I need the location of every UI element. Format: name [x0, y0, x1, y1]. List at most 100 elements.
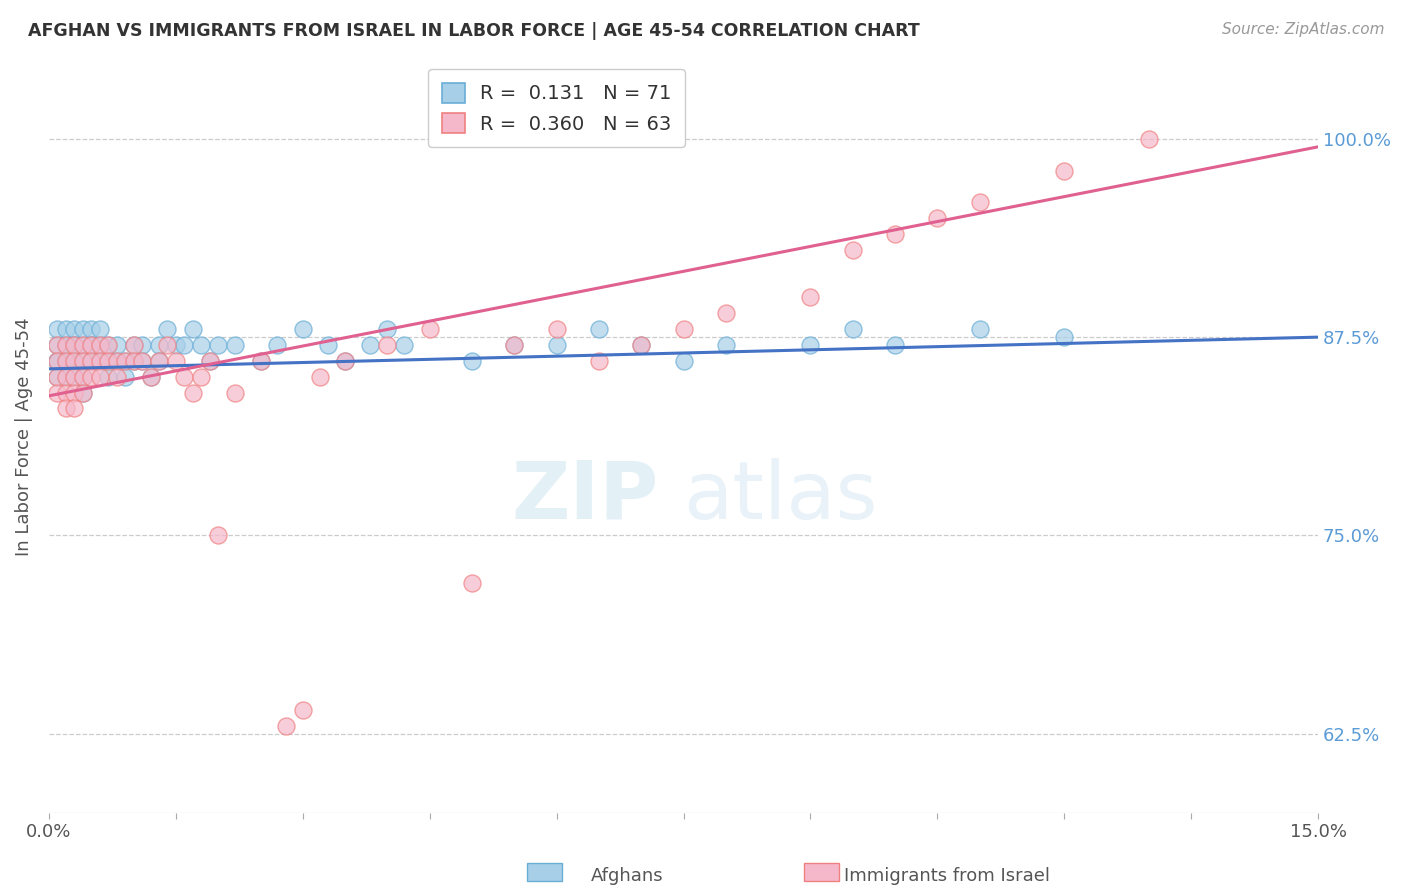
Point: [1053, 163, 1076, 178]
Point: [461, 354, 484, 368]
Point: [190, 369, 212, 384]
Point: [969, 322, 991, 336]
Point: [97, 354, 120, 368]
Point: [207, 528, 229, 542]
Point: [969, 195, 991, 210]
Point: [105, 369, 128, 384]
Point: [55, 369, 77, 384]
Point: [714, 338, 737, 352]
Point: [165, 338, 187, 352]
Text: Afghans: Afghans: [591, 867, 664, 885]
Point: [122, 338, 145, 352]
Point: [546, 322, 568, 336]
Point: [122, 338, 145, 352]
Point: [148, 338, 170, 352]
Point: [80, 354, 103, 368]
Point: [198, 354, 221, 368]
Point: [207, 338, 229, 352]
Point: [419, 322, 441, 336]
Point: [46, 338, 69, 352]
Point: [63, 322, 86, 336]
Point: [55, 401, 77, 416]
Point: [224, 385, 246, 400]
Point: [55, 369, 77, 384]
Point: [97, 354, 120, 368]
Point: [249, 354, 271, 368]
Point: [114, 354, 136, 368]
Point: [274, 719, 297, 733]
Point: [105, 354, 128, 368]
Point: [588, 354, 610, 368]
Point: [63, 338, 86, 352]
Point: [55, 338, 77, 352]
Point: [333, 354, 356, 368]
Point: [72, 354, 94, 368]
Point: [46, 354, 69, 368]
Point: [55, 354, 77, 368]
Point: [360, 338, 382, 352]
Point: [89, 338, 111, 352]
Point: [714, 306, 737, 320]
Point: [55, 354, 77, 368]
Point: [1053, 330, 1076, 344]
Text: atlas: atlas: [683, 458, 877, 535]
Point: [181, 385, 204, 400]
Point: [546, 338, 568, 352]
Point: [89, 322, 111, 336]
Point: [80, 354, 103, 368]
Point: [394, 338, 416, 352]
Point: [89, 338, 111, 352]
Point: [333, 354, 356, 368]
Point: [55, 385, 77, 400]
Point: [377, 322, 399, 336]
Point: [80, 338, 103, 352]
Point: [266, 338, 288, 352]
Point: [799, 291, 821, 305]
Point: [46, 354, 69, 368]
Text: AFGHAN VS IMMIGRANTS FROM ISRAEL IN LABOR FORCE | AGE 45-54 CORRELATION CHART: AFGHAN VS IMMIGRANTS FROM ISRAEL IN LABO…: [28, 22, 920, 40]
Point: [63, 385, 86, 400]
Point: [308, 369, 330, 384]
Point: [181, 322, 204, 336]
Point: [131, 338, 153, 352]
Y-axis label: In Labor Force | Age 45-54: In Labor Force | Age 45-54: [15, 317, 32, 556]
Point: [46, 322, 69, 336]
Point: [156, 322, 179, 336]
Point: [80, 338, 103, 352]
Point: [80, 369, 103, 384]
Point: [72, 385, 94, 400]
Point: [139, 369, 162, 384]
Point: [46, 354, 69, 368]
Point: [89, 354, 111, 368]
Point: [630, 338, 652, 352]
Point: [190, 338, 212, 352]
Point: [55, 354, 77, 368]
Point: [105, 338, 128, 352]
Point: [55, 338, 77, 352]
Point: [148, 354, 170, 368]
Point: [139, 369, 162, 384]
Point: [461, 576, 484, 591]
Point: [114, 354, 136, 368]
Point: [224, 338, 246, 352]
Point: [148, 354, 170, 368]
Point: [80, 322, 103, 336]
Point: [1137, 132, 1160, 146]
Point: [63, 401, 86, 416]
Point: [122, 354, 145, 368]
Point: [63, 369, 86, 384]
Point: [884, 338, 907, 352]
Point: [46, 369, 69, 384]
Point: [46, 338, 69, 352]
Point: [799, 338, 821, 352]
Point: [63, 338, 86, 352]
Point: [173, 369, 195, 384]
Point: [672, 354, 695, 368]
Point: [89, 369, 111, 384]
Point: [63, 354, 86, 368]
Point: [291, 703, 314, 717]
Point: [122, 354, 145, 368]
Point: [63, 338, 86, 352]
Point: [165, 354, 187, 368]
Point: [55, 322, 77, 336]
